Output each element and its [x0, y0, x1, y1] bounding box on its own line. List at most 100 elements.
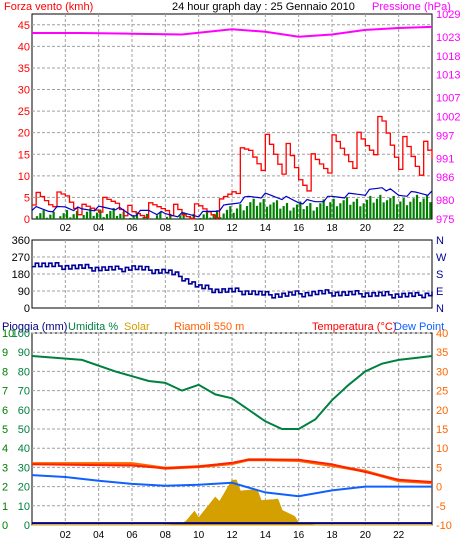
direction-ticks: 0 90 180 270 360	[12, 235, 30, 315]
temperature-line	[31, 458, 433, 483]
wind-tick-label: 20	[18, 128, 30, 140]
x-tick-label: 16	[293, 223, 305, 234]
pressure-axis-label: Pressione (hPa)	[372, 1, 451, 13]
pressure-tick-label: 986	[436, 172, 454, 184]
pressure-tick-label: 980	[436, 195, 454, 207]
temperature-tick-label: 20	[436, 405, 448, 417]
x-tick-label: 18	[326, 530, 338, 541]
rain-tick-label: 0	[2, 520, 8, 532]
grid	[32, 14, 432, 219]
direction-tick-label: 180	[12, 269, 30, 281]
x-tick-label: 20	[360, 223, 372, 234]
humidity-label: Umidita %	[68, 321, 118, 333]
temperature-tick-label: 10	[436, 443, 448, 455]
x-tick-label: 18	[326, 223, 338, 234]
wind-tick-label: 10	[18, 171, 30, 183]
temperature-ticks: -10 -5 0 5 10 15 20 25 30 35 40	[436, 328, 452, 532]
wind-axis-label: Forza vento (kmh)	[4, 1, 93, 13]
solar-label: Solar	[124, 321, 150, 333]
humidity-tick-label: 30	[18, 462, 30, 474]
pressure-tick-label: 991	[436, 153, 454, 165]
rain-ticks: 0 1 2 3 4 5 6 7 8 9 10	[2, 328, 14, 532]
direction-line	[32, 262, 433, 299]
temperature-tick-label: -10	[436, 520, 452, 532]
rain-tick-label: 9	[2, 347, 8, 359]
wind-tick-label: 30	[18, 85, 30, 97]
direction-tick-label: 360	[12, 235, 30, 247]
x-tick-label: 08	[160, 223, 172, 234]
rain-tick-label: 4	[2, 443, 8, 455]
x-tick-label: 12	[226, 223, 238, 234]
riamoli-label: Riamoli 550 m	[174, 321, 244, 333]
humidity-tick-label: 50	[18, 424, 30, 436]
rain-tick-label: 2	[2, 482, 8, 494]
wind-tick-label: 25	[18, 106, 30, 118]
chart-title: 24 hour graph day : 25 Gennaio 2010	[172, 1, 355, 13]
pressure-tick-label: 1023	[436, 32, 460, 44]
humidity-line	[31, 355, 433, 430]
time-ticks: 02 04 06 08 10 12 14 16 18 20 22	[60, 223, 405, 234]
rain-tick-label: 1	[2, 501, 8, 513]
temperature-panel: Pioggia (mm) Umidita % Solar Riamoli 550…	[2, 321, 452, 541]
temperature-tick-label: 30	[436, 366, 448, 378]
rain-tick-label: 5	[2, 424, 8, 436]
wind-pressure-panel: Forza vento (kmh) 24 hour graph day : 25…	[4, 1, 460, 234]
x-tick-label: 04	[93, 223, 105, 234]
temperature-tick-label: 25	[436, 386, 448, 398]
direction-tick-label: 270	[12, 252, 30, 264]
wind-tick-label: 40	[18, 41, 30, 53]
humidity-tick-label: 80	[18, 366, 30, 378]
x-tick-label: 06	[126, 223, 138, 234]
temperature-tick-label: 40	[436, 328, 448, 340]
compass-label: W	[436, 252, 447, 264]
rain-tick-label: 10	[2, 328, 14, 340]
humidity-tick-label: 0	[24, 520, 30, 532]
wind-tick-label: 5	[24, 192, 30, 204]
grid	[32, 332, 432, 525]
compass-label: E	[436, 286, 443, 298]
wind-tick-label: 35	[18, 63, 30, 75]
rain-tick-label: 7	[2, 386, 8, 398]
humidity-tick-label: 100	[12, 328, 30, 340]
rain-label: Pioggia (mm)	[2, 321, 67, 333]
solar-area	[32, 479, 432, 526]
pressure-ticks: 975 980 986 991 997 1002 1007 1013 1018 1023 1029	[436, 9, 460, 226]
temperature-label: Temperatura (°C)	[312, 321, 396, 333]
x-tick-label: 06	[126, 530, 138, 541]
temperature-tick-label: 35	[436, 347, 448, 359]
humidity-tick-label: 10	[18, 501, 30, 513]
rain-tick-label: 8	[2, 366, 8, 378]
pressure-tick-label: 1018	[436, 51, 460, 63]
pressure-tick-label: 1013	[436, 70, 460, 82]
humidity-tick-label: 20	[18, 482, 30, 494]
x-tick-label: 22	[393, 223, 405, 234]
humidity-tick-label: 70	[18, 386, 30, 398]
pressure-tick-label: 975	[436, 214, 454, 226]
wind-average-line	[31, 187, 433, 218]
dewpoint-line	[31, 474, 432, 498]
humidity-ticks: 0 10 20 30 40 50 60 70 80 90 100	[12, 328, 30, 532]
x-tick-label: 20	[360, 530, 372, 541]
wind-tick-label: 0	[24, 214, 30, 226]
x-tick-label: 14	[260, 223, 272, 234]
pressure-tick-label: 1002	[436, 112, 460, 124]
rain-tick-label: 3	[2, 462, 8, 474]
x-tick-label: 04	[93, 530, 105, 541]
pressure-tick-label: 997	[436, 130, 454, 142]
temperature-tick-label: -5	[436, 501, 446, 513]
x-tick-label: 10	[193, 530, 205, 541]
direction-tick-label: 0	[24, 303, 30, 315]
temperature-tick-label: 0	[436, 482, 442, 494]
compass-label: N	[436, 235, 444, 247]
x-tick-label: 22	[393, 530, 405, 541]
direction-tick-label: 90	[18, 286, 30, 298]
temperature-tick-label: 15	[436, 424, 448, 436]
wind-tick-label: 45	[18, 20, 30, 32]
wind-pressure-series	[31, 25, 433, 220]
time-ticks: 02 04 06 08 10 12 14 16 18 20 22	[60, 530, 405, 541]
compass-label: S	[436, 269, 443, 281]
x-tick-label: 16	[293, 530, 305, 541]
